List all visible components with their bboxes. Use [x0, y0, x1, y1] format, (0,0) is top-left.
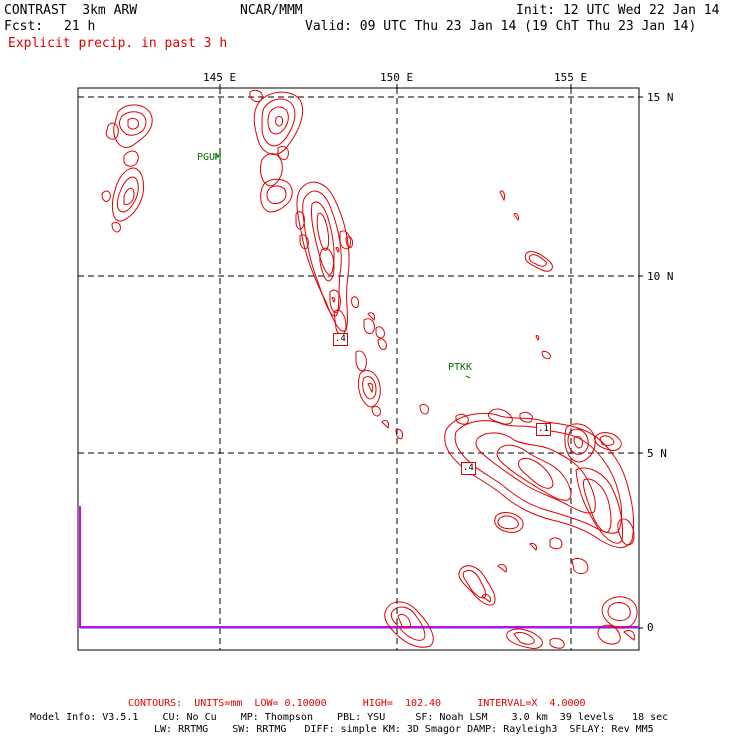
contour-info: CONTOURS: UNITS=mm LOW= 0.10000 HIGH= 10…	[128, 698, 586, 709]
contour-label: .4	[333, 333, 348, 346]
lat-label-10n: 10 N	[647, 270, 674, 283]
model-title: CONTRAST 3km ARW	[4, 3, 138, 18]
fcst-value: 21 h	[64, 19, 96, 34]
valid-time: Valid: 09 UTC Thu 23 Jan 14 (19 ChT Thu …	[305, 19, 697, 34]
domain-boundary	[79, 506, 639, 628]
lat-label-0: 0	[647, 621, 654, 634]
map-frame	[77, 87, 640, 651]
lon-label-145: 145 E	[203, 71, 237, 84]
lat-lon-grid	[78, 88, 639, 650]
contour-label: .1	[536, 423, 551, 436]
lat-label-15n: 15 N	[647, 91, 674, 104]
lon-label-155: 155 E	[554, 71, 588, 84]
contour-label: .4	[461, 462, 476, 475]
lat-label-5n: 5 N	[647, 447, 667, 460]
model-info-line2: LW: RRTMG SW: RRTMG DIFF: simple KM: 3D …	[154, 724, 654, 735]
station-pgum: PGUM	[197, 152, 222, 163]
fcst-label: Fcst:	[4, 19, 44, 34]
lon-label-150: 150 E	[380, 71, 414, 84]
model-info-line1: Model Info: V3.5.1 CU: No Cu MP: Thompso…	[30, 712, 669, 723]
station-ptkk: PTKK	[448, 362, 473, 373]
precip-contours	[101, 89, 638, 649]
init-time: Init: 12 UTC Wed 22 Jan 14	[516, 3, 720, 18]
field-title: Explicit precip. in past 3 h	[8, 36, 228, 51]
org-label: NCAR/MMM	[240, 3, 303, 18]
station-markers	[214, 153, 471, 379]
tick-marks	[219, 84, 643, 629]
